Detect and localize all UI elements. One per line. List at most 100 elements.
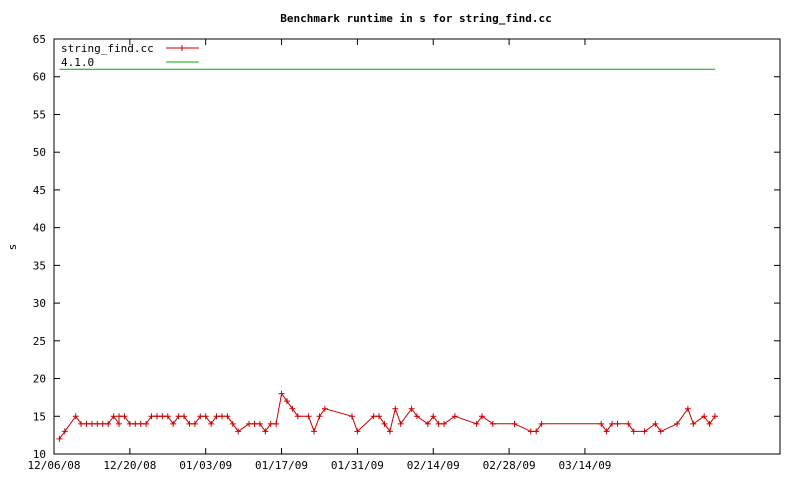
data-point [441, 420, 448, 427]
data-point [641, 428, 648, 435]
data-point [533, 428, 540, 435]
data-point [381, 420, 388, 427]
chart-title: Benchmark runtime in s for string_find.c… [280, 12, 552, 25]
x-tick-label: 02/28/09 [483, 459, 536, 472]
data-point [598, 420, 605, 427]
data-point [191, 420, 198, 427]
data-point [273, 420, 280, 427]
legend-label: 4.1.0 [61, 56, 94, 69]
data-point [213, 413, 220, 420]
data-point [126, 420, 133, 427]
data-point [527, 428, 534, 435]
legend-marker [179, 45, 185, 51]
y-tick-label: 55 [33, 108, 46, 121]
data-point [110, 413, 117, 420]
x-tick-label: 01/17/09 [255, 459, 308, 472]
x-tick-label: 01/03/09 [179, 459, 232, 472]
y-tick-label: 50 [33, 146, 46, 159]
data-point [684, 405, 691, 412]
data-point [376, 413, 383, 420]
data-point [321, 405, 328, 412]
data-point [674, 420, 681, 427]
data-point [408, 405, 415, 412]
data-point [305, 413, 312, 420]
series-layer [56, 68, 718, 442]
data-point [83, 420, 90, 427]
x-axis: 12/06/08 12/20/08 01/03/09 01/17/09 01/31/09… [28, 39, 611, 472]
data-point [202, 413, 209, 420]
data-point [224, 413, 231, 420]
data-point [164, 413, 171, 420]
data-point [159, 413, 166, 420]
plot-frame [53, 38, 781, 455]
data-point [479, 413, 486, 420]
y-tick-label: 20 [33, 373, 46, 386]
data-point [435, 420, 442, 427]
data-point [311, 428, 318, 435]
x-tick-label: 01/31/09 [331, 459, 384, 472]
data-point [72, 413, 79, 420]
data-point [186, 420, 193, 427]
data-point [283, 398, 290, 405]
data-point [348, 413, 355, 420]
x-tick-label: 12/06/08 [28, 459, 81, 472]
data-point [78, 420, 85, 427]
data-point [278, 390, 285, 397]
data-point [289, 405, 296, 412]
data-point [511, 420, 518, 427]
data-point [56, 435, 63, 442]
data-point [137, 420, 144, 427]
y-tick-label: 15 [33, 410, 46, 423]
x-tick-label: 03/14/09 [558, 459, 611, 472]
y-tick-label: 25 [33, 335, 46, 348]
data-point [473, 420, 480, 427]
y-axis-label: s [6, 244, 19, 251]
y-tick-label: 40 [33, 222, 46, 235]
legend: string_find.cc4.1.0 [61, 42, 199, 69]
y-tick-label: 30 [33, 297, 46, 310]
data-point [116, 420, 123, 427]
data-point [181, 413, 188, 420]
y-tick-label: 35 [33, 259, 46, 272]
data-point [175, 413, 182, 420]
data-point [630, 428, 637, 435]
data-point [625, 420, 632, 427]
data-point [603, 428, 610, 435]
x-tick-label: 02/14/09 [407, 459, 460, 472]
data-point [116, 413, 123, 420]
data-point [94, 420, 101, 427]
data-point [153, 413, 160, 420]
data-point [609, 420, 616, 427]
data-point [706, 420, 713, 427]
data-point [538, 420, 545, 427]
data-point [105, 420, 112, 427]
data-point [489, 420, 496, 427]
data-point [262, 428, 269, 435]
data-point [652, 420, 659, 427]
data-point [143, 420, 150, 427]
data-point [614, 420, 621, 427]
data-point [121, 413, 128, 420]
y-axis: 10 15 20 25 30 35 40 45 50 55 60 65 [33, 33, 780, 461]
data-point [170, 420, 177, 427]
data-point [397, 420, 404, 427]
y-tick-label: 65 [33, 33, 46, 46]
data-point [251, 420, 258, 427]
data-point [148, 413, 155, 420]
data-point [294, 413, 301, 420]
data-point [690, 420, 697, 427]
data-point [208, 420, 215, 427]
data-point [132, 420, 139, 427]
y-tick-label: 45 [33, 184, 46, 197]
data-point [88, 420, 95, 427]
data-point [246, 420, 253, 427]
data-point [657, 428, 664, 435]
data-point [386, 428, 393, 435]
data-point [235, 428, 242, 435]
data-point [392, 405, 399, 412]
data-point [430, 413, 437, 420]
x-tick-label: 12/20/08 [103, 459, 156, 472]
data-point [61, 428, 68, 435]
data-point [414, 413, 420, 420]
